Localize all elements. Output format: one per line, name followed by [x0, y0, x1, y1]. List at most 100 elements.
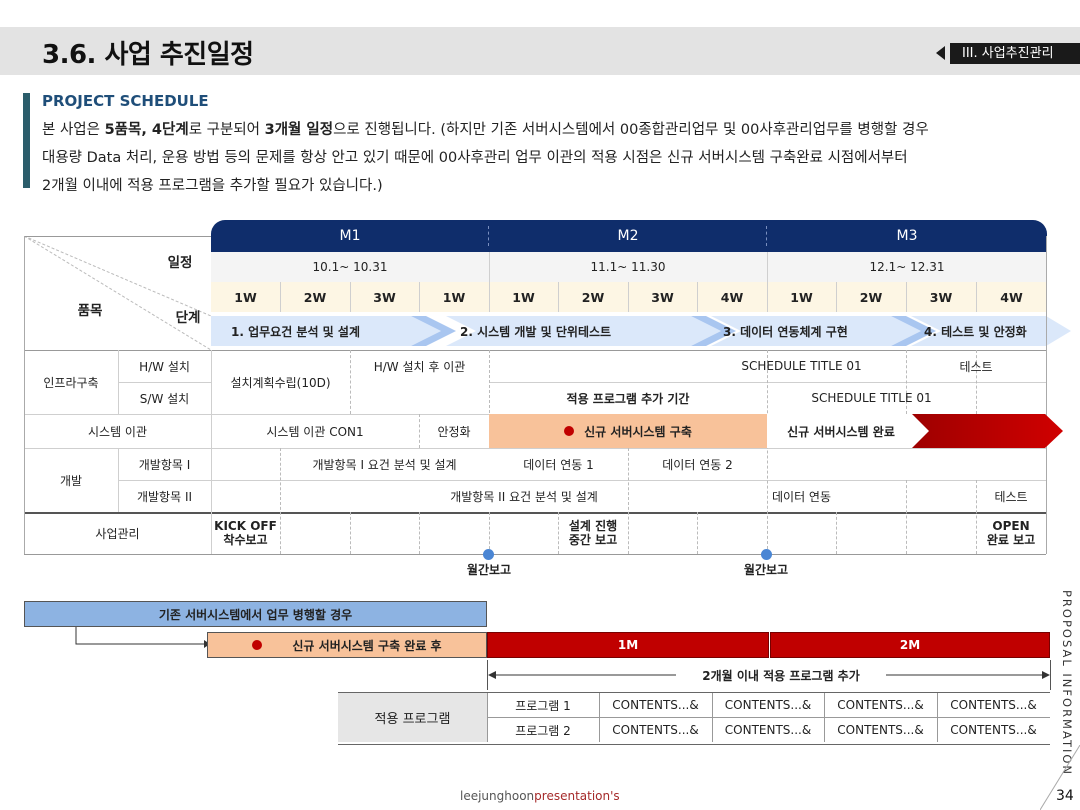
- divider: [487, 693, 488, 742]
- corner-decoration: [1040, 745, 1080, 810]
- stage-2: 2. 시스템 개발 및 단위테스트: [460, 324, 612, 339]
- data-link-2: 데이터 연동 2: [662, 457, 733, 472]
- monthly-report-2: 월간보고: [743, 562, 789, 577]
- divider: [599, 693, 600, 742]
- section-arrow-icon: [936, 46, 945, 60]
- row-label-mgmt: 사업관리: [95, 526, 140, 541]
- date-range: 11.1~ 11.30: [590, 260, 666, 274]
- subheading: PROJECT SCHEDULE: [42, 92, 209, 110]
- corner-diagonal: [24, 236, 211, 350]
- after-build-label: 신규 서버시스템 구축 완료 후: [292, 638, 442, 653]
- divider: [767, 252, 768, 312]
- new-build-label: 신규 서버시스템 구축: [584, 424, 692, 439]
- desc-text: 으로 진행됩니다. (하지만 기존 서버시스템에서 00종합관리업무 및 00사…: [333, 122, 929, 138]
- mid-report: 설계 진행 중간 보고: [568, 519, 618, 547]
- divider: [350, 512, 351, 554]
- month-m1: M1: [339, 228, 361, 244]
- row-label-dev2: 개발항목 II: [136, 489, 193, 504]
- milestone-dot-icon: [483, 549, 494, 560]
- data-link: 데이터 연동: [771, 489, 831, 504]
- divider: [487, 660, 488, 690]
- desc-bold: 3개월 일정: [264, 122, 334, 138]
- divider: [628, 448, 629, 554]
- divider: [24, 512, 1046, 514]
- corner-stage-label: 단계: [175, 310, 201, 326]
- divider: [1046, 236, 1047, 554]
- content-cell: CONTENTS...&: [612, 698, 699, 712]
- divider: [767, 350, 768, 554]
- stage-arrows: [211, 316, 1071, 346]
- parallel-bar: 기존 서버시스템에서 업무 병행할 경우: [24, 601, 487, 627]
- status-dot-icon: [564, 426, 575, 436]
- divider: [488, 226, 489, 246]
- program-2: 프로그램 2: [515, 723, 571, 738]
- divider: [24, 448, 1046, 449]
- week-label: 3W: [373, 289, 396, 305]
- divider: [24, 554, 1046, 555]
- content-cell: CONTENTS...&: [612, 723, 699, 737]
- content-cell: CONTENTS...&: [837, 698, 924, 712]
- week-label: 4W: [1000, 289, 1023, 305]
- footer-brand: leejunghoonpresentation's: [460, 789, 620, 803]
- row-label-sys-move: 시스템 이관: [87, 424, 147, 439]
- side-label: PROPOSAL INFORMATION: [1060, 590, 1074, 777]
- m1-bar: 1M: [487, 632, 769, 658]
- divider: [906, 480, 907, 554]
- stage-4: 4. 테스트 및 안정화: [924, 324, 1027, 339]
- desc-text: 로 구분되어: [188, 122, 265, 138]
- week-label: 1W: [234, 289, 257, 305]
- divider: [118, 382, 211, 383]
- divider: [489, 512, 490, 554]
- schedule-title-1: SCHEDULE TITLE 01: [741, 359, 862, 373]
- content-cell: CONTENTS...&: [724, 698, 812, 712]
- corner-item-label: 품목: [77, 303, 103, 319]
- within-label: 2개월 이내 적용 프로그램 추가: [676, 666, 886, 684]
- divider: [24, 236, 211, 237]
- divider: [976, 480, 977, 554]
- divider: [697, 512, 698, 554]
- divider: [419, 282, 420, 312]
- new-done-label: 신규 서버시스템 완료: [787, 424, 895, 439]
- divider: [118, 350, 119, 414]
- content-cell: CONTENTS...&: [837, 723, 924, 737]
- divider: [118, 480, 1046, 481]
- after-build-bar: 신규 서버시스템 구축 완료 후: [207, 632, 487, 658]
- accent-bar: [23, 93, 30, 188]
- divider: [906, 350, 907, 414]
- content-cell: CONTENTS...&: [724, 723, 812, 737]
- footer-suffix: presentation's: [534, 789, 620, 803]
- week-label: 2W: [859, 289, 883, 305]
- week-label: 4W: [720, 289, 744, 305]
- row-label-dev1: 개발항목 I: [138, 457, 191, 472]
- apply-period: 적용 프로그램 추가 기간: [566, 391, 690, 406]
- desc-line-3: 2개월 이내에 적용 프로그램을 추가할 필요가 있습니다.): [42, 178, 383, 194]
- desc-bold: 5품목, 4단계: [104, 122, 189, 138]
- section-tag: III. 사업추진관리: [950, 43, 1080, 64]
- corner-schedule-label: 일정: [167, 255, 193, 271]
- stabilize: 안정화: [437, 424, 471, 439]
- row-label-dev: 개발: [59, 473, 83, 488]
- divider: [766, 226, 767, 246]
- connector-arrow-icon: [75, 627, 210, 648]
- dev2-design: 개발항목 II 요건 분석 및 설계: [450, 489, 598, 504]
- divider: [211, 350, 212, 554]
- divider: [836, 282, 837, 312]
- description: 본 사업은 5품목, 4단계로 구분되어 3개월 일정으로 진행됩니다. (하지…: [42, 116, 1042, 200]
- kickoff: KICK OFF 착수보고: [214, 519, 277, 547]
- divider: [976, 350, 977, 414]
- infra-plan: 설치계획수립(10D): [230, 375, 331, 390]
- divider: [489, 252, 490, 312]
- divider: [697, 282, 698, 312]
- divider: [824, 693, 825, 742]
- divider: [24, 350, 1046, 351]
- divider: [280, 448, 281, 554]
- new-done-arrow: [767, 414, 1063, 448]
- divider: [489, 350, 490, 448]
- schedule-title-2: SCHEDULE TITLE 01: [811, 391, 932, 405]
- week-label: 2W: [303, 289, 327, 305]
- divider: [937, 693, 938, 742]
- week-label: 1W: [790, 289, 813, 305]
- divider: [558, 282, 559, 312]
- date-range: 12.1~ 12.31: [869, 260, 945, 274]
- week-label: 1W: [442, 289, 466, 305]
